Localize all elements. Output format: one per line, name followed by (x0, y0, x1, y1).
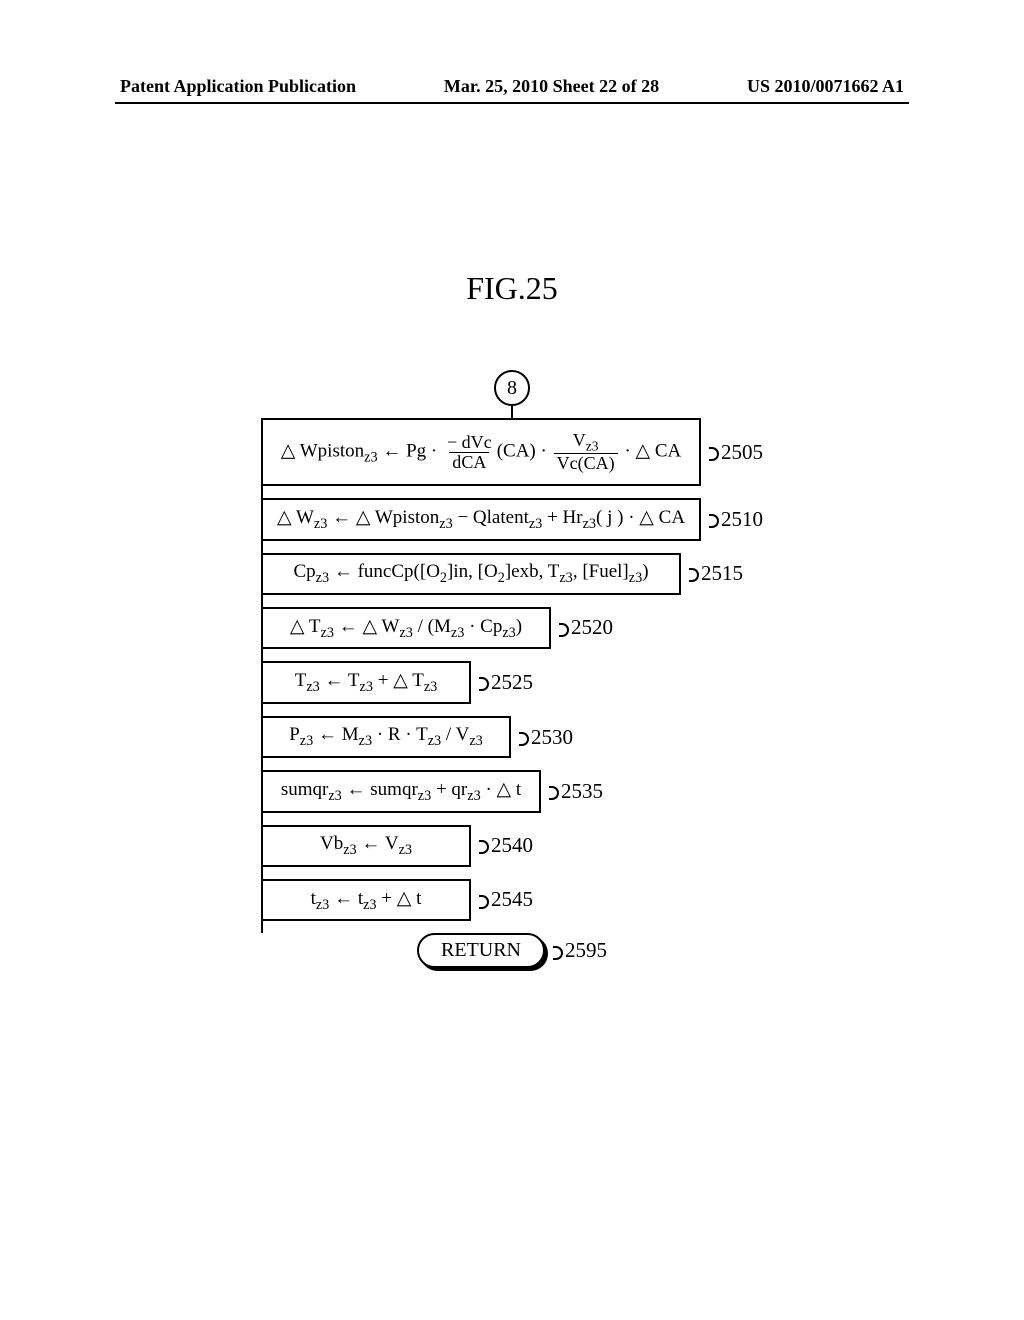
step-number: 2525 (479, 670, 533, 695)
step-row: tz3 ← tz3 + △ t 2545 (261, 879, 763, 922)
flow-line (261, 867, 263, 879)
step-formula: △ Wz3 ← △ Wpistonz3 − Qlatentz3 + Hrz3( … (277, 506, 685, 533)
step-box: sumqrz3 ← sumqrz3 + qrz3 · △ t (261, 770, 541, 813)
step-box: Tz3 ← Tz3 + △ Tz3 (261, 661, 471, 704)
step-row: Vbz3 ← Vz3 2540 (261, 825, 763, 867)
step-formula: △ Wpistonz3 ← Pg · − dVcdCA(CA) · Vz3Vc(… (281, 431, 682, 474)
step-formula: Pz3 ← Mz3 · R · Tz3 / Vz3 (289, 724, 483, 750)
flow-line (261, 486, 263, 498)
step-number: 2530 (519, 725, 573, 750)
return-label: RETURN (441, 939, 521, 961)
page-header: Patent Application Publication Mar. 25, … (0, 76, 1024, 97)
flow-line (261, 704, 263, 716)
step-row: △ Wpistonz3 ← Pg · − dVcdCA(CA) · Vz3Vc(… (261, 418, 763, 486)
step-box: △ Tz3 ← △ Wz3 / (Mz3 · Cpz3) (261, 607, 551, 650)
step-box: Pz3 ← Mz3 · R · Tz3 / Vz3 (261, 716, 511, 758)
step-formula: Tz3 ← Tz3 + △ Tz3 (295, 669, 438, 696)
step-formula: tz3 ← tz3 + △ t (311, 887, 422, 914)
step-formula: △ Tz3 ← △ Wz3 / (Mz3 · Cpz3) (290, 615, 522, 642)
step-row: △ Wz3 ← △ Wpistonz3 − Qlatentz3 + Hrz3( … (261, 498, 763, 541)
return-row: RETURN 2595 (417, 933, 607, 968)
flow-line (261, 649, 263, 661)
step-number: 2535 (549, 779, 603, 804)
step-box: tz3 ← tz3 + △ t (261, 879, 471, 922)
flow-line (261, 595, 263, 607)
step-number: 2515 (689, 561, 743, 586)
step-box: △ Wpistonz3 ← Pg · − dVcdCA(CA) · Vz3Vc(… (261, 418, 701, 486)
step-number: 2520 (559, 615, 613, 640)
step-row: sumqrz3 ← sumqrz3 + qrz3 · △ t 2535 (261, 770, 763, 813)
step-formula: sumqrz3 ← sumqrz3 + qrz3 · △ t (281, 778, 521, 805)
step-row: △ Tz3 ← △ Wz3 / (Mz3 · Cpz3) 2520 (261, 607, 763, 650)
flow-line (511, 406, 513, 418)
header-left: Patent Application Publication (120, 76, 356, 97)
header-rule (115, 102, 909, 104)
step-formula: Vbz3 ← Vz3 (320, 833, 412, 859)
step-formula: Cpz3 ← funcCp([O2]in, [O2]exb, Tz3, [Fue… (293, 561, 648, 587)
connector-number: 8 (507, 377, 517, 400)
step-row: Pz3 ← Mz3 · R · Tz3 / Vz3 2530 (261, 716, 763, 758)
step-box: Cpz3 ← funcCp([O2]in, [O2]exb, Tz3, [Fue… (261, 553, 681, 595)
step-number: 2510 (709, 507, 763, 532)
flow-line (261, 813, 263, 825)
step-number: 2505 (709, 440, 763, 465)
flow-line (261, 541, 263, 553)
figure-title: FIG.25 (0, 270, 1024, 307)
step-number: 2540 (479, 833, 533, 858)
step-box: Vbz3 ← Vz3 (261, 825, 471, 867)
header-right: US 2010/0071662 A1 (747, 76, 904, 97)
step-number: 2545 (479, 887, 533, 912)
connector-circle: 8 (494, 370, 530, 406)
flow-line (261, 921, 263, 933)
flow-line (261, 758, 263, 770)
header-center: Mar. 25, 2010 Sheet 22 of 28 (444, 76, 659, 97)
step-row: Tz3 ← Tz3 + △ Tz3 2525 (261, 661, 763, 704)
step-row: Cpz3 ← funcCp([O2]in, [O2]exb, Tz3, [Fue… (261, 553, 763, 595)
step-box: △ Wz3 ← △ Wpistonz3 − Qlatentz3 + Hrz3( … (261, 498, 701, 541)
flowchart: 8 △ Wpistonz3 ← Pg · − dVcdCA(CA) · Vz3V… (0, 370, 1024, 968)
return-box: RETURN (417, 933, 545, 968)
return-number: 2595 (553, 938, 607, 963)
